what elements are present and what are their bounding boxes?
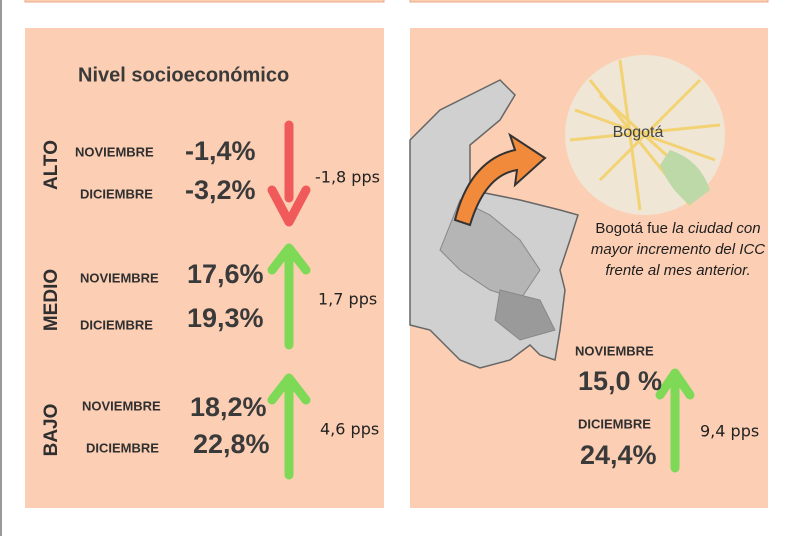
caption-lead: Bogotá fue: [595, 220, 668, 237]
change: -1,8 pps: [315, 168, 380, 187]
change: 1,7 pps: [318, 290, 377, 309]
value: 18,2%: [190, 392, 267, 422]
level-label: ALTO: [41, 140, 62, 190]
left-panel: [25, 28, 384, 508]
caption-rest: la ciudad con mayor incremento del ICC f…: [590, 220, 766, 279]
value: 24,4%: [580, 440, 657, 470]
top-strip: [409, 0, 769, 3]
month-label: DICIEMBRE: [80, 317, 153, 332]
level-label: BAJO: [41, 404, 62, 457]
month-label: NOVIEMBRE: [75, 144, 154, 159]
value: 15,0 %: [578, 366, 662, 396]
change: 9,4 pps: [700, 422, 759, 441]
month-label: NOVIEMBRE: [82, 398, 161, 413]
map-park: [660, 150, 710, 205]
map-roads: [569, 59, 721, 211]
value: -3,2%: [185, 175, 256, 205]
caption: Bogotá fue la ciudad con mayor increment…: [588, 218, 768, 281]
month-label: DICIEMBRE: [578, 416, 651, 431]
up-arrows: [267, 243, 695, 480]
map-region: [494, 289, 556, 341]
level-label: MEDIO: [41, 269, 62, 331]
value: 17,6%: [187, 259, 264, 289]
pointer-arrow: [453, 132, 547, 227]
top-strip: [24, 0, 385, 3]
value: -1,4%: [185, 136, 256, 166]
value: 19,3%: [187, 303, 264, 333]
value: 22,8%: [193, 429, 270, 459]
change: 4,6 pps: [320, 420, 379, 439]
panel-title: Nivel socioeconómico: [78, 64, 289, 86]
down-arrow-head: [267, 185, 311, 227]
month-label: NOVIEMBRE: [575, 343, 654, 358]
map-label: Bogotá: [613, 124, 664, 141]
month-label: DICIEMBRE: [86, 440, 159, 455]
month-label: NOVIEMBRE: [80, 270, 159, 285]
month-label: DICIEMBRE: [80, 186, 153, 201]
